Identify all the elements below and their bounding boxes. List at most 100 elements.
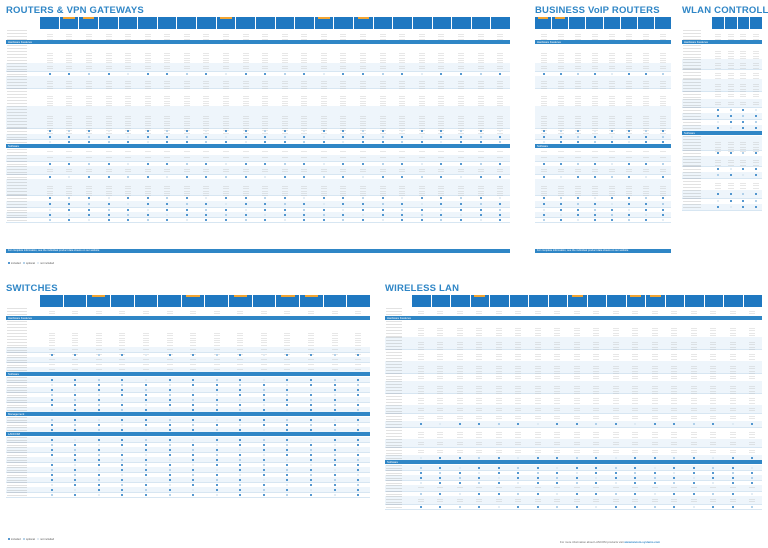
table-row [6, 447, 370, 453]
table-row [6, 45, 510, 67]
model-column-header [569, 17, 586, 29]
table-row [535, 201, 671, 208]
table-row [6, 212, 510, 218]
table-row [6, 397, 370, 403]
model-column-header [181, 295, 205, 307]
model-column-header [157, 17, 177, 29]
table-row [682, 204, 762, 211]
table-row [385, 504, 762, 510]
voip-header-row [535, 17, 671, 29]
model-column-header [275, 17, 295, 29]
model-column-header [724, 295, 743, 307]
table-row [535, 88, 671, 110]
routers-title: ROUTERS & VPN GATEWAYS [6, 5, 144, 16]
section-band: Software [6, 144, 510, 148]
table-row [682, 79, 762, 92]
table-row [385, 421, 762, 428]
model-column-header [236, 17, 255, 29]
model-column-header [63, 295, 87, 307]
model-column-header [470, 295, 489, 307]
table-row [6, 166, 510, 175]
legend: included optional not included [8, 262, 54, 265]
table-row [682, 190, 762, 199]
model-column-header [704, 295, 723, 307]
table-row [385, 337, 762, 350]
model-column-header [548, 295, 567, 307]
model-column-header [654, 17, 671, 29]
table-row [535, 106, 671, 134]
model-column-header [87, 295, 110, 307]
table-row [535, 63, 671, 72]
table-row [385, 381, 762, 394]
table-row [6, 492, 370, 498]
table-row [6, 63, 510, 72]
model-column-header [637, 17, 654, 29]
model-column-header [158, 295, 181, 307]
bottom-note: For more information about LANCOM produc… [560, 540, 661, 544]
model-column-header [620, 17, 637, 29]
section-band: Software [535, 144, 671, 148]
model-column-header [724, 17, 737, 29]
table-row [682, 59, 762, 70]
model-column-header [603, 17, 620, 29]
model-column-header [586, 17, 603, 29]
voip-table: Hardware Features Software [535, 30, 671, 258]
section-band: LANCOM [6, 432, 370, 436]
model-column-header [177, 17, 196, 29]
model-column-header [197, 17, 216, 29]
model-column-header [552, 17, 569, 29]
model-column-header [412, 17, 432, 29]
table-row [6, 437, 370, 443]
model-column-header [40, 17, 59, 29]
model-column-header [79, 17, 98, 29]
switches-title: SWITCHES [6, 283, 58, 294]
model-column-header [314, 17, 334, 29]
model-column-header [431, 295, 450, 307]
routers-footer-band: For complete information, see the indivi… [6, 249, 510, 253]
table-row [682, 172, 762, 179]
model-column-header [646, 295, 665, 307]
section-band: Hardware Features [682, 40, 762, 44]
model-column-header [138, 17, 157, 29]
model-column-header [491, 17, 510, 29]
table-row [682, 156, 762, 167]
section-band: Hardware Features [6, 316, 370, 320]
model-column-header [229, 295, 252, 307]
model-column-header [276, 295, 300, 307]
table-row [535, 179, 671, 198]
model-column-header [452, 17, 471, 29]
section-band: Hardware Features [385, 316, 762, 320]
table-row [385, 321, 762, 340]
wlanc-table: Hardware Features Software [682, 30, 762, 258]
model-column-header [529, 295, 548, 307]
model-column-header [712, 17, 724, 29]
table-row [535, 76, 671, 89]
model-column-header [252, 295, 276, 307]
model-column-header [334, 17, 353, 29]
model-column-header [216, 17, 236, 29]
section-band: Management [6, 412, 370, 416]
model-column-header [737, 17, 750, 29]
model-column-header [451, 295, 470, 307]
model-column-header [587, 295, 606, 307]
table-row [385, 361, 762, 374]
model-column-header [490, 295, 509, 307]
table-row [6, 201, 510, 208]
table-row [385, 405, 762, 414]
model-column-header [300, 295, 323, 307]
section-band: Software [6, 372, 370, 376]
section-band: Hardware Features [535, 40, 671, 44]
wlan-table: Hardware Features Software [385, 308, 762, 534]
voip-title: BUSINESS VoIP ROUTERS [535, 5, 660, 16]
table-row [535, 217, 671, 223]
model-column-header [295, 17, 314, 29]
model-column-header [432, 17, 452, 29]
model-column-header [568, 295, 587, 307]
model-column-header [685, 295, 704, 307]
routers-header-row [40, 17, 510, 29]
table-row [385, 465, 762, 471]
table-row [535, 134, 671, 140]
table-row [6, 357, 370, 363]
table-row [6, 155, 510, 162]
model-column-header [255, 17, 275, 29]
